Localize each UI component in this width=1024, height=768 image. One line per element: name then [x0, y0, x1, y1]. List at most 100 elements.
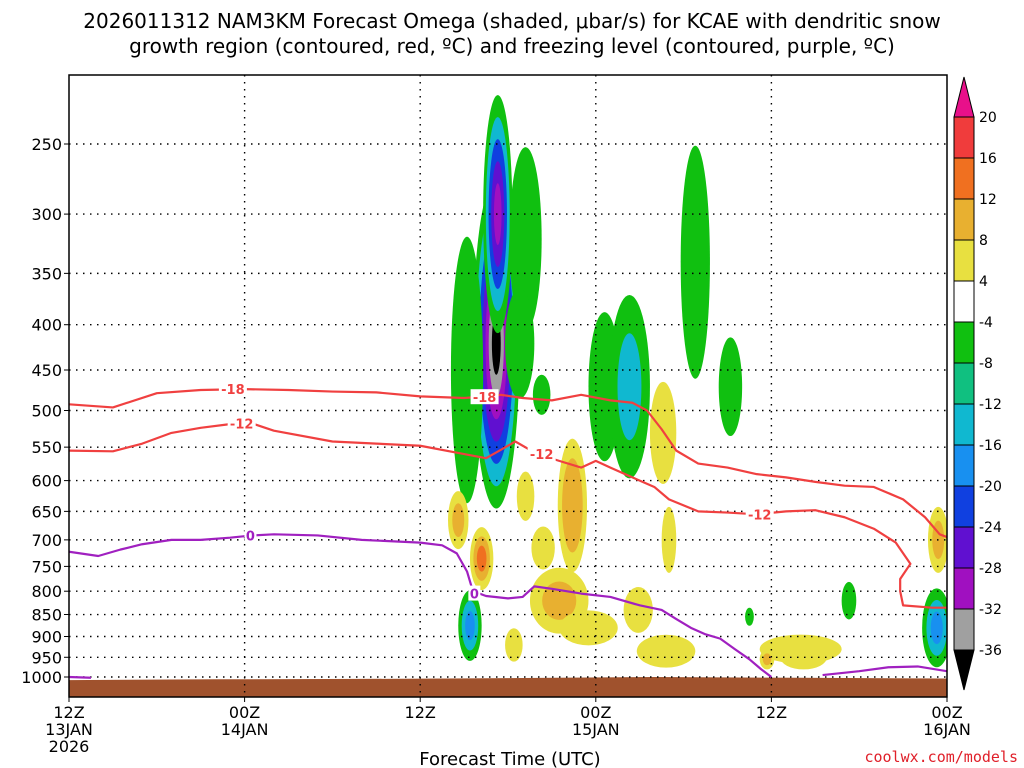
- omega-cell-cell-42h-0: [680, 145, 710, 379]
- y-tick-label-900: 900: [31, 627, 62, 646]
- x-tick-label-36-0: 00Z: [580, 703, 611, 722]
- colorbar-label-13: -36: [979, 643, 1002, 659]
- omega-cell-sink-34h-2: [566, 477, 579, 533]
- omega-cell-cell-45h-0: [718, 337, 743, 437]
- omega-cell-sink-32h-b-0: [531, 526, 555, 570]
- contour-label-bg-1-0: [227, 415, 256, 431]
- contours: -18 -18 -12 -12 -12 0 0: [69, 381, 947, 679]
- y-tick-label-500: 500: [31, 402, 62, 421]
- y-tick-label-300: 300: [31, 205, 62, 224]
- credit-text: coolwx.com/models: [864, 748, 1018, 766]
- contour-label-2-0: 0: [246, 529, 255, 544]
- contour-label-1-2: -12: [748, 508, 772, 523]
- x-tick-label-60-0: 00Z: [931, 703, 962, 722]
- plot-frame: [68, 74, 948, 698]
- omega-cell-right-flank-0: [509, 147, 542, 331]
- contour-label-bg-1-1: [527, 446, 556, 462]
- y-axis: 250 300 350 400 450 500 550 600 650 700 750 800 850 9…: [21, 135, 69, 687]
- colorbar-bin-2: [953, 157, 975, 200]
- y-tick-label-850: 850: [31, 606, 62, 625]
- colorbar-label-0: 20: [979, 110, 997, 126]
- colorbar-label-11: -28: [979, 561, 1002, 577]
- gridlines: [69, 75, 947, 697]
- colorbar-bin-9: [953, 444, 975, 487]
- y-tick-label-250: 250: [31, 135, 62, 154]
- colorbar-label-5: -4: [979, 315, 993, 331]
- y-tick-label-800: 800: [31, 582, 62, 601]
- colorbar-bin-1: [953, 116, 975, 159]
- x-tick-label-0-0: 12Z: [53, 703, 84, 722]
- colorbar-bin-11: [953, 526, 975, 569]
- omega-cell-sink-26h-1: [452, 503, 465, 538]
- omega-cell-sink-48h-1: [762, 653, 772, 666]
- omega-cell-sink-50h-b-0: [780, 645, 828, 670]
- omega-cell-sink-41h-low-0: [661, 506, 677, 573]
- colorbar-label-10: -24: [979, 520, 1002, 536]
- chart-title-line-2: growth region (contoured, red, ºC) and f…: [129, 34, 895, 58]
- contour-label-1-0: -12: [230, 417, 254, 432]
- x-tick-label-48-0: 12Z: [756, 703, 787, 722]
- colorbar-bin-13: [953, 608, 975, 651]
- omega-cell-sink-31h-0: [516, 471, 535, 521]
- contour-label-2-1: 0: [470, 588, 479, 603]
- contour-temperature-4: [69, 675, 91, 679]
- contour-label-1-1: -12: [530, 448, 554, 463]
- contour-temperature-0: [69, 388, 947, 539]
- colorbar-label-3: 8: [979, 233, 988, 249]
- colorbar-bin-6: [953, 321, 975, 364]
- omega-cell-sink-41h-low2-0: [636, 634, 696, 668]
- omega-cell-sink-35h-low-0: [559, 610, 618, 646]
- y-tick-label-550: 550: [31, 438, 62, 457]
- contour-label-bg-0-1: [470, 389, 499, 405]
- contour-label-0-1: -18: [473, 391, 497, 406]
- colorbar-bin-3: [953, 198, 975, 241]
- y-tick-label-700: 700: [31, 531, 62, 550]
- colorbar: 20 16 12 8 4 -4 -8 -12 -16 -20 -24 -28 -32 -36: [953, 76, 1002, 691]
- colorbar-label-8: -16: [979, 438, 1002, 454]
- colorbar-label-4: 4: [979, 274, 988, 290]
- omega-cell-low-green-53h-0: [841, 581, 857, 620]
- contour-temperature-3: [822, 665, 947, 677]
- x-tick-label-36-1: 15JAN: [572, 720, 620, 739]
- colorbar-bin-4: [953, 239, 975, 282]
- omega-cell-sink-30h-low-0: [505, 628, 523, 662]
- omega-cell-small-green-mid-0: [532, 374, 551, 415]
- omega-cell-tiny-green-47h-0: [745, 607, 754, 626]
- contour-label-0-0: -18: [221, 383, 245, 398]
- colorbar-label-7: -12: [979, 397, 1002, 413]
- x-tick-label-24-0: 12Z: [405, 703, 436, 722]
- x-tick-label-12-1: 14JAN: [221, 720, 269, 739]
- omega-shading: [448, 95, 947, 670]
- omega-cell-left-flank-0: [450, 236, 484, 504]
- y-tick-label-350: 350: [31, 264, 62, 283]
- y-tick-label-400: 400: [31, 316, 62, 335]
- omega-cell-sink-39h-low-0: [623, 587, 653, 633]
- x-tick-label-0-1: 13JAN: [45, 720, 93, 739]
- contour-label-bg-2-1: [468, 585, 481, 601]
- colorbar-label-9: -20: [979, 479, 1002, 495]
- y-tick-label-750: 750: [31, 557, 62, 576]
- colorbar-label-2: 12: [979, 192, 997, 208]
- contour-label-bg-1-2: [745, 506, 774, 522]
- x-tick-label-12-0: 00Z: [229, 703, 260, 722]
- y-tick-label-600: 600: [31, 472, 62, 491]
- contour-label-bg-0-0: [218, 381, 247, 397]
- omega-cell-upper-plume-4: [493, 183, 502, 245]
- contour-temperature-2: [69, 533, 773, 678]
- colorbar-label-6: -8: [979, 356, 993, 372]
- omega-cell-sink-28h-2: [476, 545, 487, 572]
- omega-cell-low-updraft-59h-2: [930, 611, 943, 645]
- y-tick-label-650: 650: [31, 502, 62, 521]
- terrain-fill: [69, 677, 947, 697]
- x-tick-label-0-2: 2026: [49, 737, 90, 756]
- colorbar-bin-10: [953, 485, 975, 528]
- y-tick-label-950: 950: [31, 648, 62, 667]
- colorbar-bin-7: [953, 362, 975, 405]
- colorbar-bin-top-arrow: [953, 76, 975, 118]
- x-axis-label: Forecast Time (UTC): [419, 749, 600, 768]
- omega-cell-right-flank-low-0: [505, 288, 535, 399]
- omega-cell-low-updraft-29h-2: [465, 611, 475, 641]
- chart-title-line-1: 2026011312 NAM3KM Forecast Omega (shaded…: [83, 9, 940, 33]
